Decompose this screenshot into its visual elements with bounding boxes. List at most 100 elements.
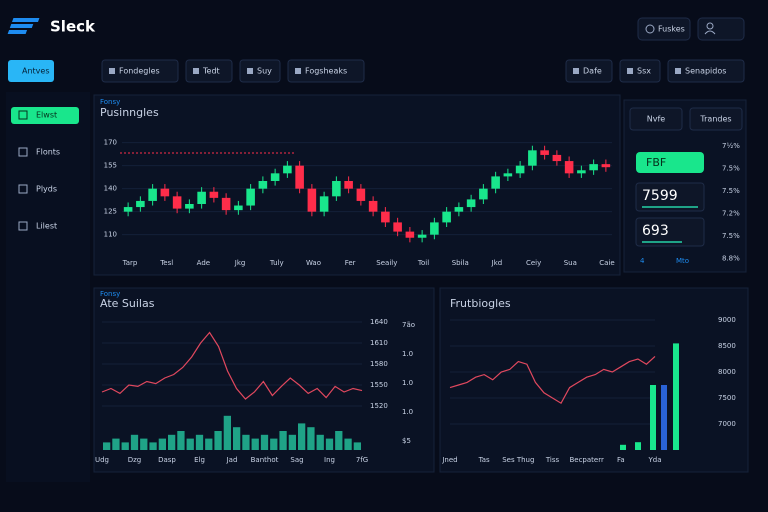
candle-body	[295, 165, 304, 189]
bar	[673, 343, 679, 450]
volume-bar	[251, 438, 259, 450]
sidebar-primary-button[interactable]	[8, 60, 54, 82]
toolbar-button[interactable]	[185, 59, 233, 83]
candle-body	[234, 205, 243, 211]
x-tick-label: Jad	[226, 456, 238, 464]
toolbar-button[interactable]	[287, 59, 365, 83]
user-icon	[704, 30, 716, 35]
volume-bar	[298, 423, 306, 450]
axis-note: 1.0	[402, 350, 413, 358]
main-chart-panel	[93, 94, 621, 276]
candle-body	[442, 211, 451, 223]
x-tick-label: Sag	[290, 456, 303, 464]
axis-note: 1.0	[402, 408, 413, 416]
candle-body	[515, 165, 525, 174]
x-tick-label: Jkg	[234, 259, 246, 267]
user-button[interactable]	[697, 17, 745, 41]
candle-body	[368, 200, 378, 212]
x-tick-label: Jkd	[491, 259, 503, 267]
scale-label: 7.2%	[722, 210, 740, 218]
badge-label: FBF	[646, 156, 666, 169]
toolbar-icon	[627, 68, 633, 74]
toolbar-label: Suy	[257, 67, 272, 76]
tab[interactable]	[689, 107, 743, 131]
candle-body	[491, 176, 500, 189]
y-tick-label: 1520	[370, 402, 388, 410]
y-tick-label: 9000	[718, 316, 736, 324]
x-tick-label: Ing	[324, 456, 335, 464]
x-tick-label: Tas	[478, 456, 490, 464]
lower-right-panel	[439, 287, 749, 473]
volume-bar	[270, 438, 278, 450]
sidebar-label: Lilest	[36, 222, 57, 231]
candle-body	[405, 231, 415, 238]
logo-icon	[7, 18, 40, 34]
toolbar-label: Fogsheaks	[305, 67, 347, 76]
candle-body	[479, 188, 488, 200]
candle-body	[528, 150, 537, 166]
x-tick-label: Udg	[95, 456, 109, 464]
panel-title: Pusinngles	[100, 106, 159, 119]
x-tick-label: Tuly	[269, 259, 284, 267]
y-tick-label: 140	[104, 185, 117, 193]
scale-label: 7.5%	[722, 165, 740, 173]
candle-body	[307, 188, 317, 212]
y-tick-label: 1610	[370, 339, 388, 347]
toolbar-button[interactable]	[619, 59, 661, 83]
bar	[620, 444, 626, 450]
tab[interactable]	[629, 107, 683, 131]
y-tick-label: 155	[104, 162, 117, 170]
x-tick-label: Caie	[599, 259, 614, 267]
value-box	[635, 182, 705, 212]
badge[interactable]	[636, 152, 704, 173]
volume-bar	[223, 415, 231, 450]
x-tick-label: Ade	[197, 259, 210, 267]
axis-note: $5	[402, 437, 411, 445]
toolbar-button[interactable]	[239, 59, 281, 83]
volume-bar	[233, 427, 241, 450]
candle-body	[577, 170, 586, 174]
toolbar-icon	[109, 68, 115, 74]
toolbar-icon	[247, 68, 253, 74]
y-tick-label: 170	[104, 139, 117, 147]
candle-body	[221, 197, 231, 211]
scale-label: 7.5%	[722, 232, 740, 240]
volume-bar	[214, 431, 222, 450]
value-bar	[642, 206, 698, 208]
toolbar-icon	[573, 68, 579, 74]
volume-bar	[260, 434, 269, 450]
toolbar-label: Tedt	[202, 67, 220, 76]
toolbar-button[interactable]	[667, 59, 745, 83]
volume-bar	[205, 438, 213, 450]
scale-label: 8.8%	[722, 255, 740, 263]
toolbar-button[interactable]	[101, 59, 179, 83]
panel-subtitle: Fonsy	[100, 98, 120, 106]
candle-body	[466, 199, 476, 208]
toolbar-icon	[675, 68, 681, 74]
sidebar-active-item[interactable]	[11, 107, 79, 124]
x-tick-label: Toil	[417, 259, 429, 267]
candle-body	[123, 207, 133, 212]
tab-label: Nvfe	[647, 115, 666, 124]
volume-bar	[288, 434, 296, 450]
candle-body	[601, 164, 611, 168]
user-icon	[706, 22, 714, 30]
volume-bar	[168, 434, 176, 450]
candle-body	[430, 222, 439, 235]
y-tick-label: 1550	[370, 381, 388, 389]
x-tick-label: Banthot	[251, 456, 279, 464]
candle-body	[148, 188, 157, 201]
side-footer: 4	[640, 257, 645, 265]
sidebar-icon	[18, 221, 28, 231]
candle-body	[503, 173, 513, 177]
y-tick-label: 7000	[718, 420, 736, 428]
candle-body	[319, 196, 329, 212]
candle-body	[136, 200, 145, 208]
volume-bar	[140, 438, 148, 450]
candle-body	[209, 191, 219, 198]
y-tick-label: 7500	[718, 394, 736, 402]
volume-bar	[279, 431, 287, 450]
toolbar-button[interactable]	[565, 59, 613, 83]
header-button[interactable]	[637, 17, 691, 41]
